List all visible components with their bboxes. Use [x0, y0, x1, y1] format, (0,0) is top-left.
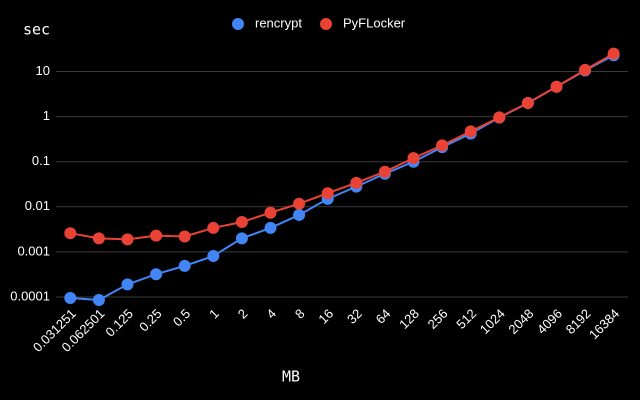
data-point	[436, 139, 449, 152]
data-point	[293, 208, 306, 221]
x-tick-label: 32	[344, 306, 365, 327]
data-point	[207, 221, 220, 234]
data-point	[550, 80, 563, 93]
data-point	[178, 230, 191, 243]
data-point	[579, 63, 592, 76]
data-point	[264, 221, 277, 234]
x-tick-label: 2	[235, 306, 251, 322]
x-tick-label: 64	[373, 306, 394, 327]
y-tick-label: 0.001	[17, 243, 50, 258]
x-tick-label: 256	[425, 306, 451, 332]
data-point	[493, 111, 506, 124]
y-axis-label: sec	[23, 21, 50, 39]
x-axis-label: MB	[282, 368, 300, 386]
legend-label: PyFLocker	[343, 15, 406, 30]
legend-label: rencrypt	[255, 15, 302, 30]
x-tick-label: 16	[315, 306, 336, 327]
x-tick-label: 4096	[534, 306, 565, 337]
x-tick-label: 8	[292, 306, 308, 322]
x-tick-label: 16384	[586, 306, 622, 342]
y-tick-label: 10	[36, 63, 50, 78]
data-point	[264, 206, 277, 219]
data-point	[121, 278, 134, 291]
x-tick-label: 1024	[477, 306, 508, 337]
x-tick-label: 4	[263, 306, 279, 322]
data-point	[150, 229, 163, 242]
y-tick-label: 1	[43, 108, 50, 123]
y-tick-label: 0.01	[25, 198, 50, 213]
x-tick-label: 512	[453, 306, 479, 332]
x-tick-label: 1	[206, 306, 222, 322]
data-point	[207, 250, 220, 263]
legend-marker	[232, 18, 244, 30]
data-point	[92, 293, 105, 306]
series-line	[70, 52, 615, 241]
data-point	[521, 97, 534, 110]
data-point	[464, 125, 477, 138]
y-tick-label: 0.1	[32, 153, 50, 168]
data-point	[235, 232, 248, 245]
legend-marker	[320, 18, 332, 30]
x-tick-label: 0.5	[170, 306, 193, 329]
data-point	[607, 47, 620, 60]
data-point	[92, 232, 105, 245]
x-tick-label: 0.25	[136, 306, 165, 335]
data-point	[64, 292, 77, 305]
data-point	[378, 165, 391, 178]
y-tick-label: 0.0001	[10, 288, 50, 303]
data-point	[150, 268, 163, 281]
data-point	[235, 216, 248, 229]
data-point	[350, 176, 363, 189]
x-tick-label: 128	[396, 306, 422, 332]
series-line	[70, 54, 615, 301]
data-point	[293, 197, 306, 210]
data-point	[407, 152, 420, 165]
data-point	[121, 233, 134, 246]
x-tick-label: 0.125	[102, 306, 136, 340]
data-point	[64, 227, 77, 240]
data-point	[178, 259, 191, 272]
x-tick-label: 2048	[505, 306, 536, 337]
data-point	[321, 187, 334, 200]
